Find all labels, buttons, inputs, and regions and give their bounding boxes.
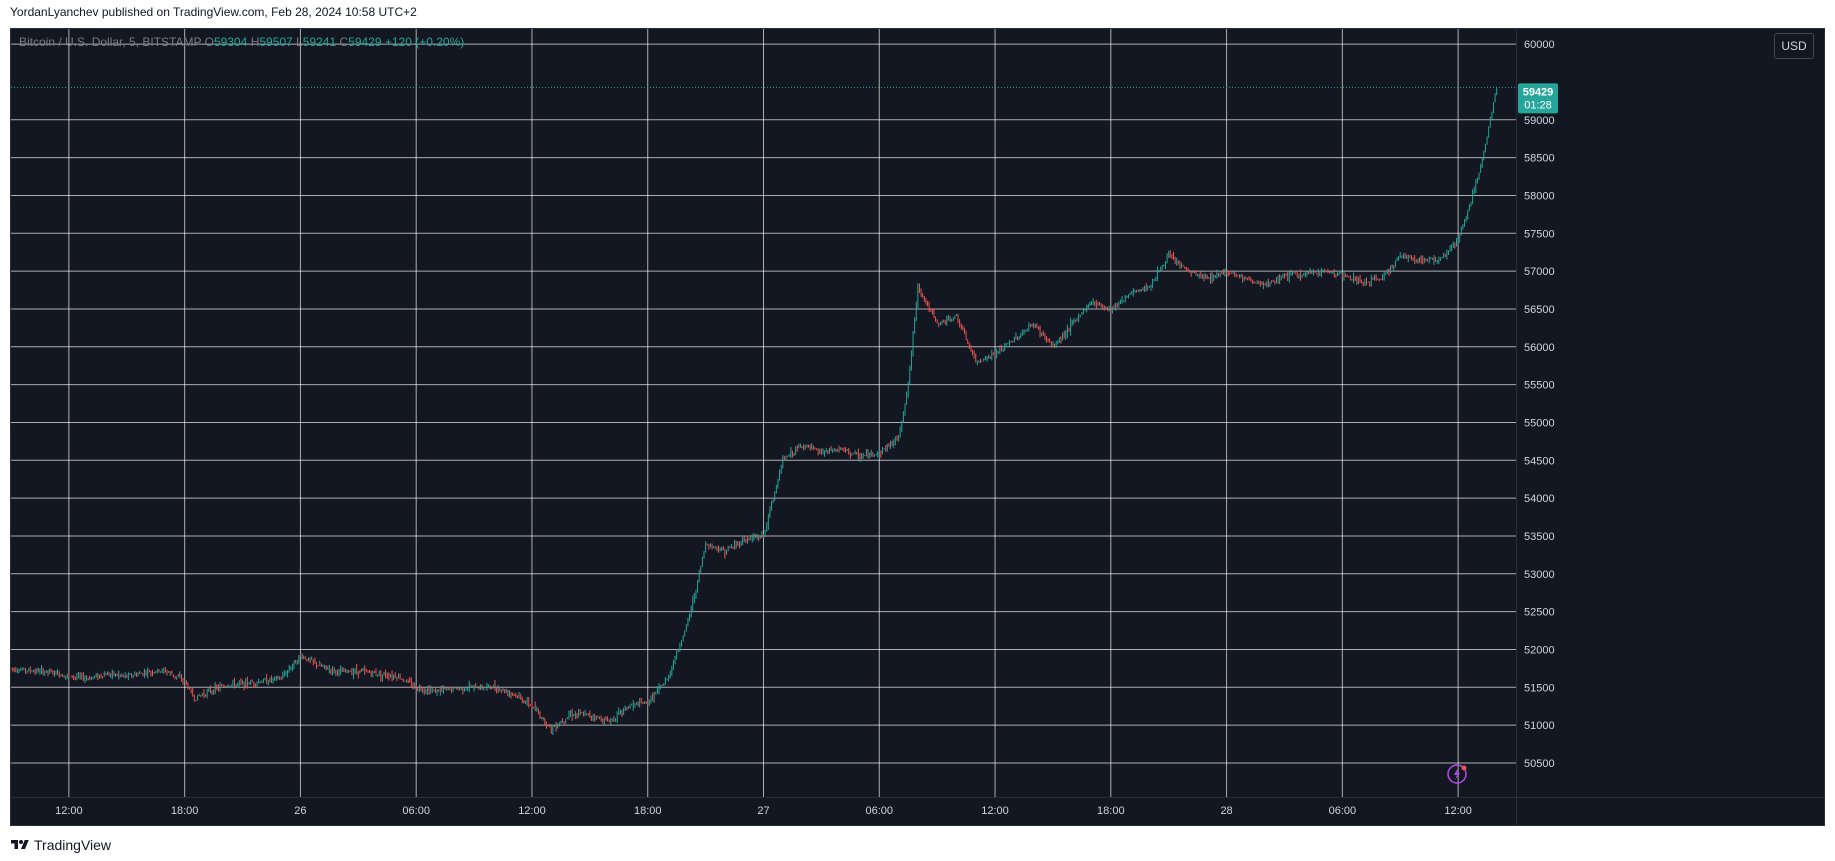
y-tick-label: 59000 bbox=[1524, 115, 1555, 127]
publish-info: YordanLyanchev published on TradingView.… bbox=[10, 5, 417, 19]
candles bbox=[11, 87, 1498, 736]
y-tick-label: 54500 bbox=[1524, 455, 1555, 467]
price-badge-countdown: 01:28 bbox=[1524, 99, 1552, 111]
x-tick-label: 18:00 bbox=[1097, 805, 1125, 817]
legend-open: 59304 bbox=[213, 35, 248, 49]
legend-close-label: C bbox=[339, 35, 349, 49]
y-tick-label: 50500 bbox=[1524, 758, 1555, 770]
price-badge bbox=[1518, 83, 1558, 114]
footer: TradingView bbox=[10, 837, 111, 853]
x-tick-label: 18:00 bbox=[634, 805, 662, 817]
legend-high-label: H bbox=[250, 35, 260, 49]
legend-low: 59241 bbox=[302, 35, 337, 49]
legend-close: 59429 bbox=[348, 35, 382, 49]
x-tick-label: 06:00 bbox=[402, 805, 430, 817]
x-tick-label: 12:00 bbox=[1444, 805, 1472, 817]
lightning-icon[interactable] bbox=[1447, 764, 1467, 784]
chart-panel[interactable]: Bitcoin / U.S. Dollar, 5, BITSTAMP O5930… bbox=[10, 28, 1825, 826]
y-tick-label: 53000 bbox=[1524, 569, 1555, 581]
x-tick-label: 12:00 bbox=[981, 805, 1009, 817]
x-tick-label: 12:00 bbox=[518, 805, 546, 817]
y-tick-label: 56000 bbox=[1524, 342, 1555, 354]
tradingview-logo-icon[interactable] bbox=[10, 838, 30, 852]
y-tick-label: 58000 bbox=[1524, 190, 1555, 202]
y-tick-label: 57000 bbox=[1524, 266, 1555, 278]
y-tick-label: 52000 bbox=[1524, 644, 1555, 656]
candlestick-chart[interactable]: 50500 51000 51500 52000 52500 53000 53500 54000… bbox=[11, 29, 1824, 825]
legend-change: +120 (+0.20%) bbox=[384, 35, 465, 49]
x-tick-label: 12:00 bbox=[55, 805, 83, 817]
y-tick-label: 54000 bbox=[1524, 493, 1555, 505]
x-tick-label: 26 bbox=[294, 805, 306, 817]
y-tick-label: 55500 bbox=[1524, 380, 1555, 392]
y-tick-label: 52500 bbox=[1524, 607, 1555, 619]
ohlc-legend: Bitcoin / U.S. Dollar, 5, BITSTAMP O5930… bbox=[19, 35, 464, 49]
y-tick-label: 56500 bbox=[1524, 304, 1555, 316]
legend-open-label: O bbox=[204, 35, 214, 49]
price-badge-value: 59429 bbox=[1523, 86, 1554, 98]
y-tick-label: 57500 bbox=[1524, 228, 1555, 240]
currency-button[interactable]: USD bbox=[1774, 33, 1814, 59]
x-tick-label: 28 bbox=[1220, 805, 1232, 817]
x-tick-label: 18:00 bbox=[171, 805, 199, 817]
y-tick-label: 53500 bbox=[1524, 531, 1555, 543]
legend-low-label: L bbox=[296, 35, 303, 49]
x-tick-label: 27 bbox=[757, 805, 769, 817]
x-tick-label: 06:00 bbox=[1329, 805, 1357, 817]
y-tick-label: 60000 bbox=[1524, 39, 1555, 51]
y-tick-label: 55000 bbox=[1524, 417, 1555, 429]
footer-brand[interactable]: TradingView bbox=[34, 837, 112, 853]
legend-high: 59507 bbox=[259, 35, 293, 49]
legend-symbol: Bitcoin / U.S. Dollar, 5, BITSTAMP bbox=[19, 35, 202, 49]
x-tick-label: 06:00 bbox=[866, 805, 894, 817]
y-tick-label: 51500 bbox=[1524, 682, 1555, 694]
y-tick-label: 51000 bbox=[1524, 720, 1555, 732]
y-tick-label: 58500 bbox=[1524, 153, 1555, 165]
